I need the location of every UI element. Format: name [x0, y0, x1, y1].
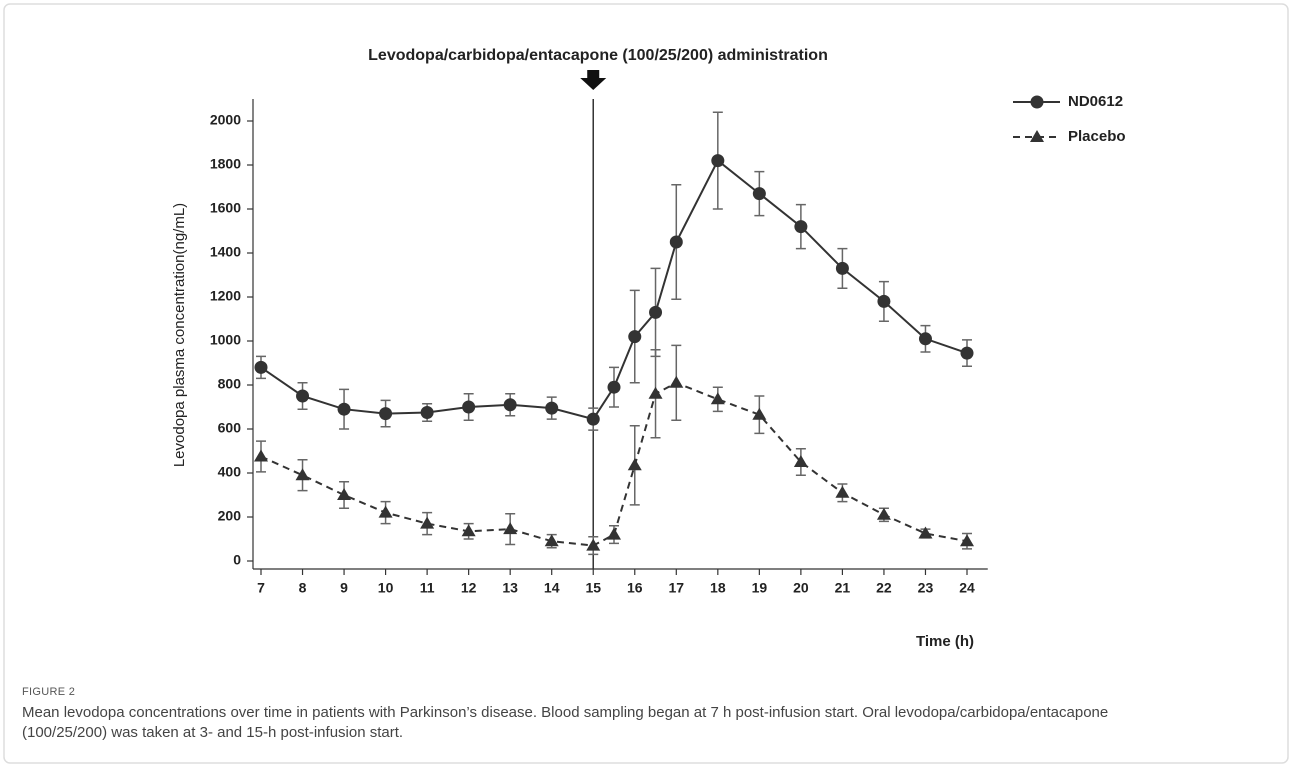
- point: [648, 386, 663, 399]
- point: [379, 407, 393, 421]
- figure-label: FIGURE 2: [22, 686, 76, 698]
- x-tick-label: 15: [585, 580, 601, 596]
- x-tick-label: 18: [710, 580, 726, 596]
- series-line: [260, 159, 968, 421]
- x-tick-label: 22: [876, 580, 892, 596]
- annotation-text: Levodopa/carbidopa/entacapone (100/25/20…: [368, 47, 828, 64]
- point: [710, 392, 725, 405]
- y-tick-label: 0: [233, 552, 241, 568]
- point: [503, 522, 518, 535]
- y-tick-label: 1600: [210, 200, 241, 216]
- x-tick-label: 17: [669, 580, 685, 596]
- legend-label: Placebo: [1068, 128, 1126, 145]
- point: [669, 235, 683, 249]
- x-tick-label: 13: [502, 580, 518, 596]
- x-tick-label: 19: [752, 580, 768, 596]
- point: [876, 507, 891, 520]
- x-tick-label: 21: [835, 580, 851, 596]
- x-tick-label: 8: [299, 580, 307, 596]
- point: [420, 406, 434, 419]
- legend-marker: [1030, 130, 1044, 142]
- point: [918, 332, 932, 346]
- y-tick-label: 1800: [210, 156, 241, 172]
- point: [794, 220, 808, 234]
- point: [462, 400, 476, 414]
- point: [254, 449, 268, 462]
- x-tick-label: 11: [420, 580, 435, 596]
- legend-label: ND0612: [1068, 93, 1123, 110]
- point: [752, 407, 767, 420]
- y-tick-label: 1000: [210, 332, 241, 348]
- y-tick-label: 1400: [210, 244, 241, 260]
- point: [337, 488, 352, 500]
- point: [296, 389, 310, 403]
- point: [544, 534, 559, 547]
- administration-arrow: [580, 70, 607, 90]
- x-tick-label: 9: [340, 580, 348, 596]
- x-tick-label: 23: [918, 580, 934, 596]
- point: [877, 294, 891, 308]
- y-tick-label: 600: [218, 420, 242, 436]
- figure-frame: [3, 3, 1289, 764]
- figure-caption: Mean levodopa concentrations over time i…: [22, 704, 1109, 741]
- x-tick-label: 24: [959, 580, 975, 596]
- point: [711, 154, 725, 168]
- y-tick-label: 800: [218, 376, 242, 392]
- series-line: [260, 381, 968, 547]
- point: [586, 538, 601, 551]
- point: [793, 455, 808, 467]
- point: [607, 527, 621, 540]
- x-tick-label: 10: [378, 580, 394, 596]
- y-tick-label: 1200: [210, 288, 241, 304]
- point: [835, 261, 849, 275]
- point: [669, 375, 684, 388]
- point: [545, 401, 559, 415]
- point: [918, 526, 933, 539]
- point: [649, 305, 663, 319]
- legend-marker: [1030, 95, 1044, 109]
- point: [254, 360, 268, 374]
- point: [586, 412, 600, 426]
- x-tick-label: 14: [544, 580, 560, 596]
- x-axis-label: Time (h): [916, 633, 974, 650]
- point: [607, 380, 621, 394]
- point: [295, 468, 310, 481]
- y-tick-label: 2000: [210, 112, 241, 128]
- point: [461, 524, 476, 537]
- x-tick-label: 12: [461, 580, 477, 596]
- point: [378, 505, 393, 518]
- y-axis-label: Levodopa plasma concentration(ng/mL): [171, 203, 188, 467]
- x-tick-label: 16: [627, 580, 643, 596]
- point: [752, 187, 766, 201]
- point: [503, 398, 517, 412]
- y-tick-label: 400: [218, 464, 242, 480]
- x-tick-label: 20: [793, 580, 809, 596]
- point: [420, 516, 435, 529]
- point: [960, 346, 974, 360]
- y-tick-label: 200: [218, 508, 242, 524]
- x-tick-label: 7: [257, 580, 265, 596]
- point: [960, 534, 974, 547]
- point: [627, 458, 642, 471]
- point: [628, 330, 642, 344]
- point: [337, 402, 351, 416]
- point: [835, 485, 850, 498]
